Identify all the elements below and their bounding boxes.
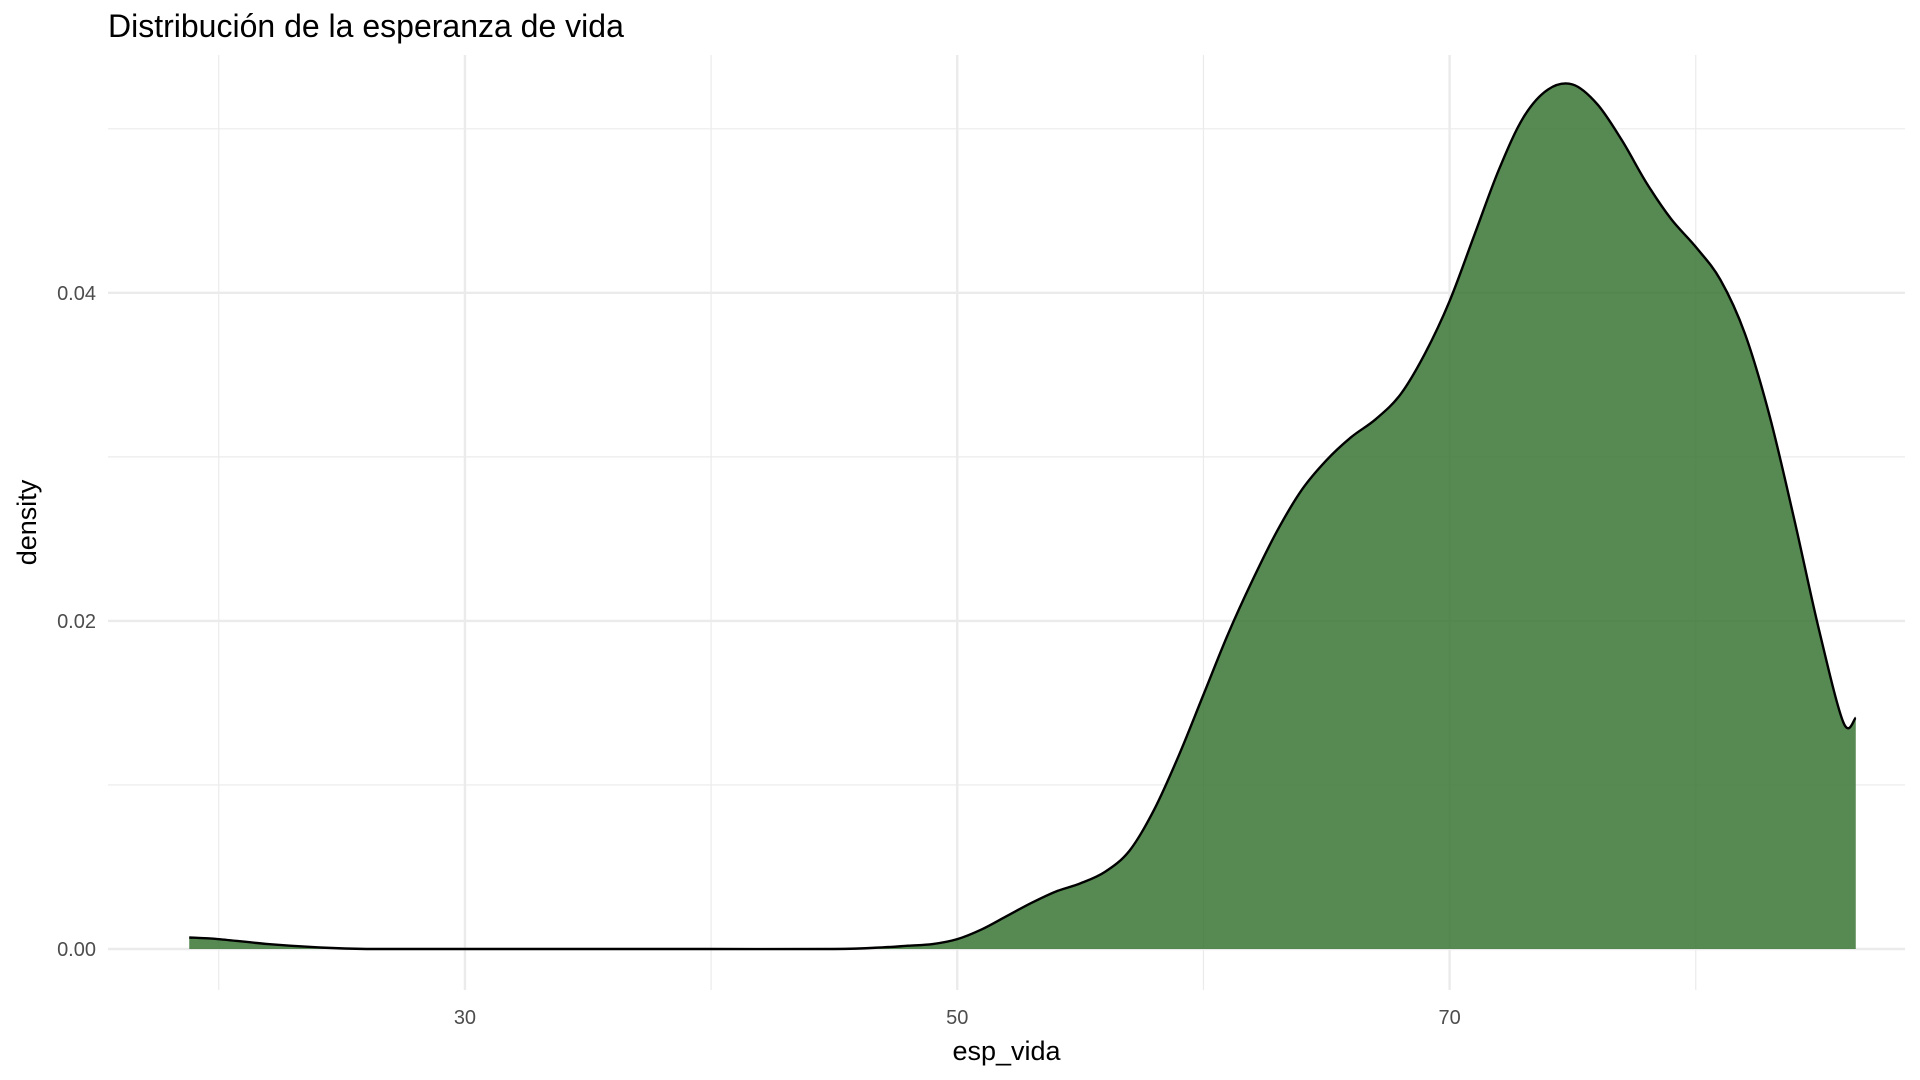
x-tick-label: 50 [946,1007,968,1029]
y-tick-label: 0.04 [57,283,96,305]
chart-title: Distribución de la esperanza de vida [108,8,624,44]
x-axis-title: esp_vida [952,1036,1061,1066]
x-axis-ticks: 30 50 70 [454,1007,1461,1029]
y-axis-ticks: 0.00 0.02 0.04 [57,283,96,961]
y-tick-label: 0.02 [57,611,96,633]
y-axis-title: density [12,479,42,565]
density-line [189,82,1857,951]
x-tick-label: 70 [1438,1007,1460,1029]
density-area [189,83,1856,950]
x-tick-label: 30 [454,1007,476,1029]
y-tick-label: 0.00 [57,939,96,961]
